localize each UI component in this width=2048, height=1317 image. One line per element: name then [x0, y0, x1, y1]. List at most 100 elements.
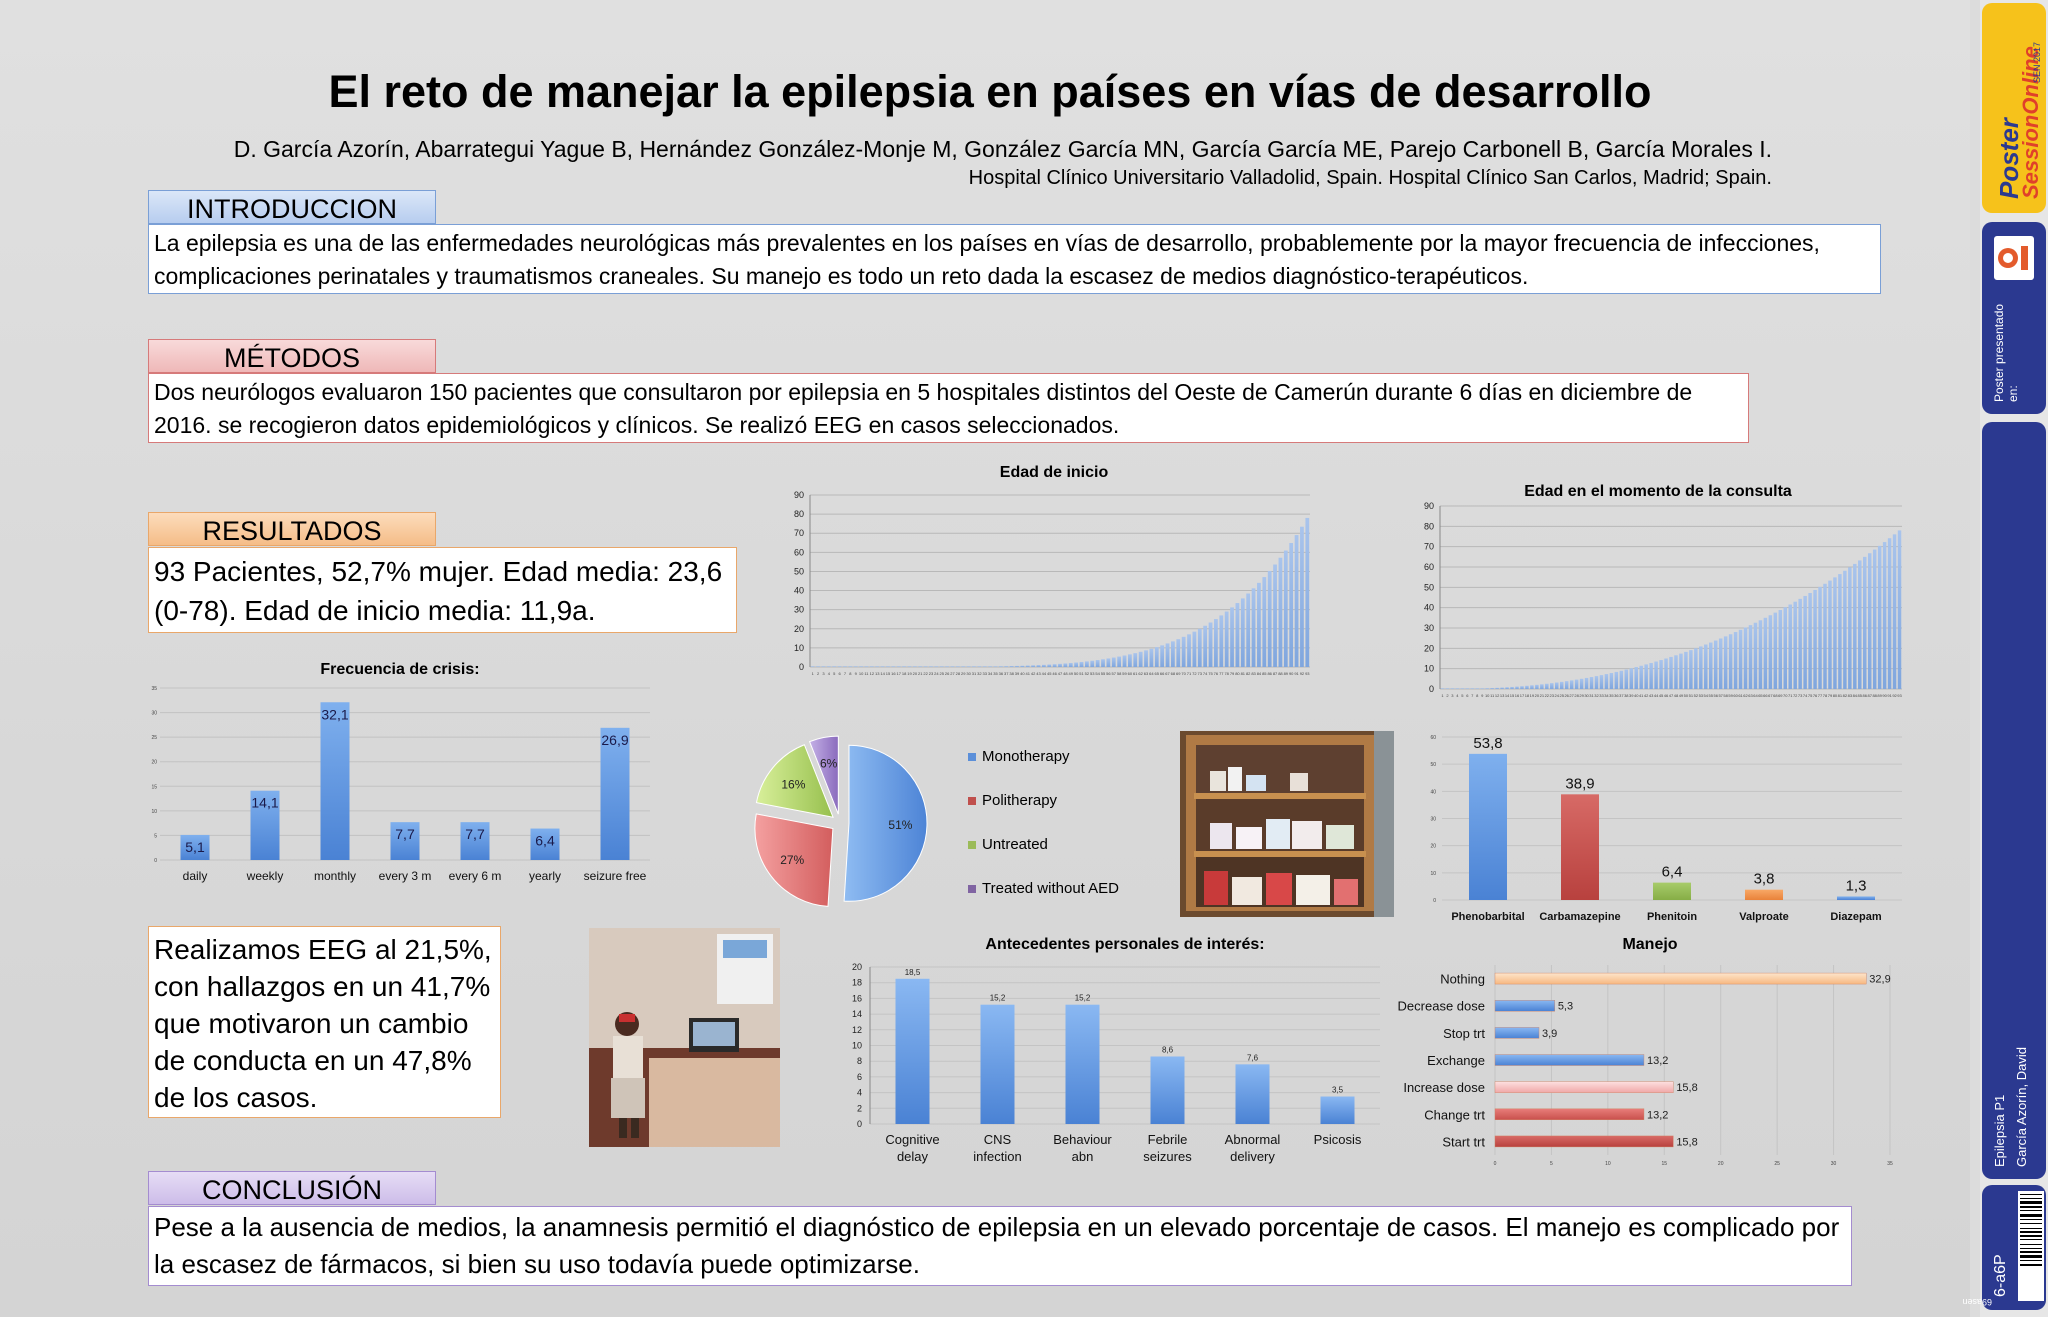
x-tick-label: 38 [1009, 671, 1014, 676]
age-bar [1171, 641, 1175, 667]
x-tick-label: 91 [1294, 671, 1299, 676]
age-bar [961, 666, 966, 667]
barcode-bar [2020, 1235, 2042, 1237]
x-tick-label: 2 [1446, 693, 1449, 698]
x-tick-label: 60 [1128, 671, 1133, 676]
age-bar [1283, 550, 1288, 667]
barcode-bar [2020, 1194, 2042, 1195]
age-bar [875, 666, 880, 667]
x-tick-label: 58 [1117, 671, 1122, 676]
y-tick-label: 20 [794, 624, 804, 634]
x-tick-label: 7 [1471, 693, 1474, 698]
x-tick-label: 55 [1709, 693, 1714, 698]
chart-manejo: 0 5 10 15 20 25 30 35 32,9 Nothing 5,3 Decrease dos… [1398, 965, 1893, 1167]
bar-value-label: 8,6 [1162, 1045, 1174, 1054]
x-tick-label: 38 [1624, 693, 1629, 698]
x-tick-label: 86 [1267, 671, 1272, 676]
x-tick-label: 90 [1882, 693, 1887, 698]
bar-value-label: 7,7 [465, 826, 485, 842]
y-tick-label: 40 [1430, 789, 1436, 795]
x-tick-label: 73 [1198, 671, 1203, 676]
y-tick-label: 30 [1424, 623, 1434, 633]
age-bar [1823, 583, 1827, 689]
legend-label: Politherapy [982, 792, 1058, 809]
x-tick-label: 51 [1689, 693, 1694, 698]
x-category-label: yearly [529, 869, 561, 883]
y-tick-label: 14 [852, 1009, 862, 1019]
x-tick-label: 87 [1867, 693, 1872, 698]
bar-value-label: 15,2 [1075, 994, 1091, 1003]
poster-title: El reto de manejar la epilepsia en paíse… [328, 66, 1652, 117]
chart-farmacos: 0 10 20 30 40 50 60 53,8 Phenobarbital 38,9 Carbam… [1430, 735, 1902, 923]
age-bar [1133, 653, 1138, 667]
y-tick-label: 50 [794, 566, 804, 576]
presented-tab[interactable]: Poster presentado en: [1982, 222, 2046, 414]
age-bar [1808, 592, 1812, 689]
y-tick-label: 40 [794, 586, 804, 596]
x-tick-label: 90 [1289, 671, 1294, 676]
age-bar [1858, 560, 1862, 689]
y-tick-label: 5 [154, 833, 157, 839]
methods-text: Dos neurólogos evaluaron 150 pacientes q… [148, 373, 1749, 443]
frequency-bar [320, 702, 350, 860]
congress-logo-mark [1998, 246, 2028, 270]
y-tick-label: 90 [1424, 501, 1434, 511]
y-category-label: Nothing [1440, 972, 1485, 987]
session-tab[interactable]: Epilepsia P1 García Azorín, David [1982, 422, 2046, 1179]
age-bar [1609, 673, 1614, 689]
age-bar [1574, 679, 1579, 689]
barcode-bar [2020, 1210, 2042, 1211]
x-tick-label: 24 [934, 671, 939, 676]
age-bar [1505, 687, 1509, 689]
drug-bar [1745, 889, 1783, 900]
barcode-background [2018, 1191, 2044, 1301]
age-bar [1713, 640, 1718, 689]
affiliation: Hospital Clínico Universitario Valladoli… [968, 167, 1772, 189]
age-bar [1305, 517, 1310, 667]
age-bar [1025, 665, 1030, 667]
x-tick-label: 4 [1456, 693, 1459, 698]
x-tick-label: 52 [1694, 693, 1699, 698]
x-tick-label: 65 [1758, 693, 1763, 698]
age-bar [923, 666, 928, 667]
barcode-bar [2020, 1244, 2042, 1245]
x-tick-label: 53 [1090, 671, 1095, 676]
x-tick-label: 34 [1604, 693, 1609, 698]
age-bar [1041, 664, 1046, 667]
age-bar [1480, 688, 1484, 689]
age-bar [1853, 563, 1857, 689]
y-tick-label: 80 [794, 509, 804, 519]
age-bar [1569, 680, 1574, 689]
x-tick-label: 70 [1783, 693, 1788, 698]
age-bar [1181, 636, 1186, 667]
x-tick-label: 19 [1530, 693, 1535, 698]
age-bar [1289, 543, 1294, 667]
x-tick-label: 54 [1095, 671, 1100, 676]
age-bar [1208, 622, 1213, 667]
age-bar [1230, 607, 1234, 667]
x-tick-label: 72 [1793, 693, 1798, 698]
x-tick-label: 18 [1525, 693, 1530, 698]
poster-code-2: 69asen [1962, 1297, 1992, 1307]
code-tab[interactable]: 6-a6P 69asen [1962, 1185, 2046, 1310]
chart-title-edad-consulta: Edad en el momento de la consulta [1524, 483, 1792, 500]
age-bar [1887, 538, 1892, 689]
brand-tab[interactable]: Poster SessionOnline SEN 2017 [1982, 3, 2046, 213]
x-tick-label: 36 [999, 671, 1004, 676]
x-tick-label: 72 [1192, 671, 1197, 676]
x-category-label: Phenitoin [1647, 911, 1697, 923]
age-bar [1475, 688, 1479, 689]
x-tick-label: 33 [983, 671, 988, 676]
pie-slice [808, 735, 839, 815]
age-bar [1485, 688, 1489, 689]
pie-slice-label: 51% [888, 818, 912, 832]
age-bar [1525, 685, 1529, 689]
age-bar [864, 666, 869, 667]
x-category-label: weekly [246, 869, 284, 883]
age-bar [1063, 663, 1068, 667]
x-tick-label: 20 [913, 671, 918, 676]
x-tick-label: 13 [1500, 693, 1505, 698]
age-bar [934, 666, 939, 667]
age-bar [1828, 580, 1832, 689]
